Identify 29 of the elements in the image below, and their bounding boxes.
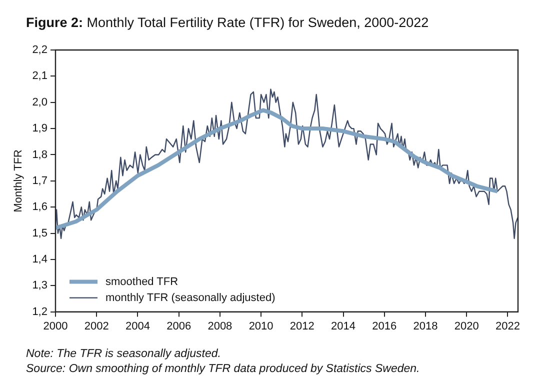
legend-label: smoothed TFR [105, 276, 178, 288]
x-tick-label: 2012 [290, 320, 314, 332]
x-tick-label: 2010 [248, 320, 274, 332]
x-tick-label: 2014 [331, 320, 356, 332]
chart-title: Figure 2: Monthly Total Fertility Rate (TFR) for Sweden, 2000-2022 [26, 15, 429, 30]
x-tick-label: 2004 [125, 320, 150, 332]
y-tick-label: 1,2 [32, 306, 48, 318]
y-axis-title: Monthly TFR [12, 149, 25, 212]
y-tick-label: 1,7 [32, 174, 48, 187]
y-tick-label: 1,9 [32, 122, 48, 135]
legend-label: monthly TFR (seasonally adjusted) [105, 292, 276, 304]
x-tick-label: 2002 [84, 320, 109, 332]
y-tick-label: 1,5 [32, 227, 48, 240]
x-tick-label: 2000 [43, 320, 68, 332]
x-tick-label: 2018 [413, 320, 438, 332]
x-tick-label: 2008 [208, 320, 232, 332]
y-tick-label: 2,0 [32, 96, 48, 108]
x-tick-label: 2006 [166, 320, 192, 332]
y-tick-label: 1,3 [32, 280, 48, 292]
source-note: Source: Own smoothing of monthly TFR data produced by Statistics Sweden. [26, 362, 420, 377]
y-tick-label: 1,4 [32, 253, 48, 266]
text: Note: The TFR is seasonally adjusted. [26, 347, 222, 362]
y-tick-label: 1,8 [32, 148, 48, 161]
x-tick-label: 2020 [454, 320, 479, 332]
y-tick-label: 2,1 [32, 70, 48, 82]
y-tick-label: 2,2 [32, 44, 48, 56]
x-tick-label: 2016 [372, 320, 397, 332]
x-tick-label: 2022 [495, 320, 520, 332]
y-tick-label: 1,6 [32, 201, 48, 214]
